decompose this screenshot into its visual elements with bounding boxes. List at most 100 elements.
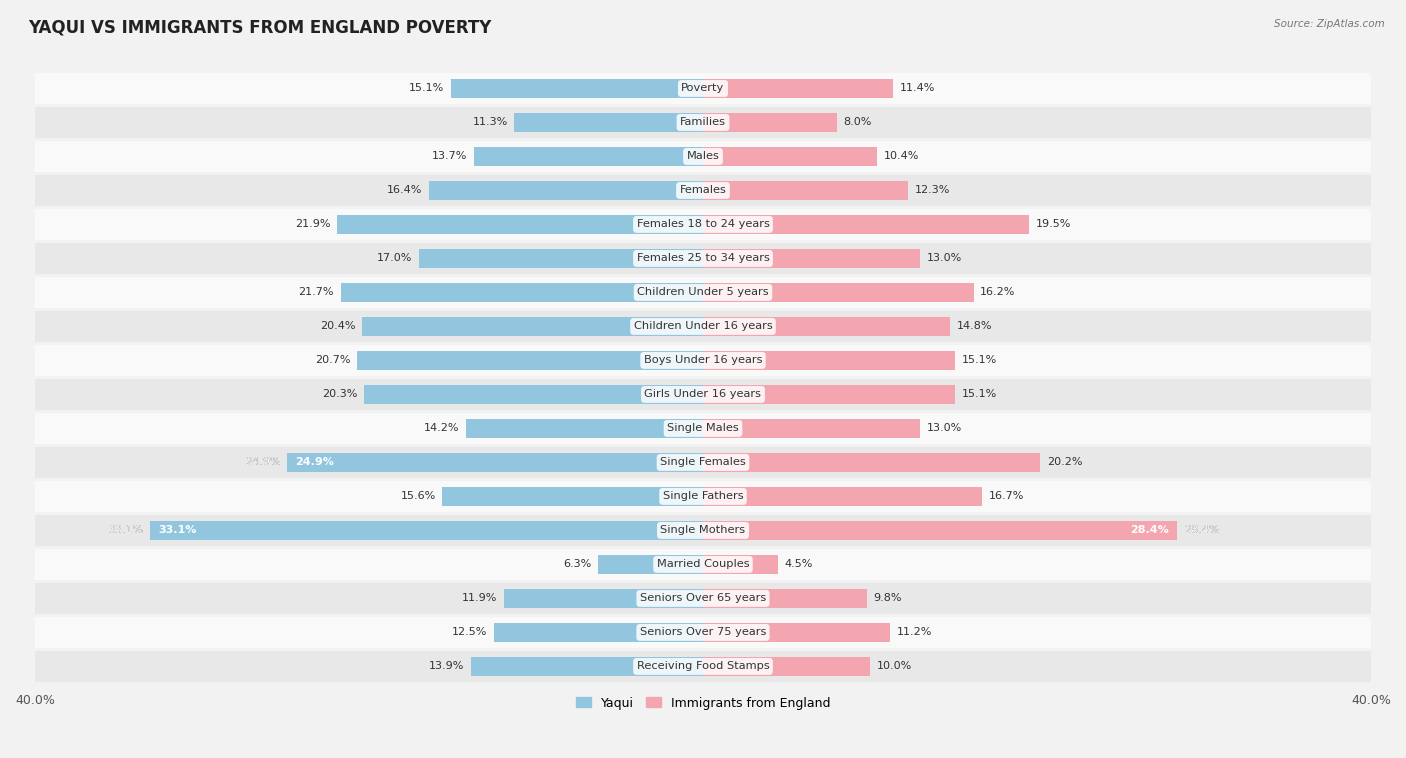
Text: Seniors Over 75 years: Seniors Over 75 years xyxy=(640,628,766,637)
Text: 13.0%: 13.0% xyxy=(927,424,962,434)
Bar xyxy=(35,175,1371,205)
Text: 10.4%: 10.4% xyxy=(883,152,918,161)
Text: 33.1%: 33.1% xyxy=(108,525,143,535)
Text: 14.8%: 14.8% xyxy=(957,321,993,331)
Bar xyxy=(703,555,778,574)
Bar xyxy=(474,147,703,166)
Bar xyxy=(35,651,1371,681)
Text: 16.2%: 16.2% xyxy=(980,287,1015,297)
Text: 14.2%: 14.2% xyxy=(423,424,460,434)
Bar xyxy=(703,385,955,404)
Bar xyxy=(337,215,703,233)
Bar xyxy=(35,549,1371,580)
Text: 9.8%: 9.8% xyxy=(873,594,901,603)
Text: Single Fathers: Single Fathers xyxy=(662,491,744,502)
Text: 21.7%: 21.7% xyxy=(298,287,333,297)
Bar xyxy=(703,657,870,676)
Text: 28.4%: 28.4% xyxy=(1184,525,1219,535)
Bar xyxy=(35,447,1371,478)
Text: 11.9%: 11.9% xyxy=(463,594,498,603)
Bar xyxy=(515,113,703,132)
Bar xyxy=(471,657,703,676)
Bar xyxy=(505,589,703,608)
Text: 15.1%: 15.1% xyxy=(962,390,997,399)
Bar xyxy=(703,283,973,302)
Text: 21.9%: 21.9% xyxy=(295,220,330,230)
Text: 13.9%: 13.9% xyxy=(429,662,464,672)
Text: YAQUI VS IMMIGRANTS FROM ENGLAND POVERTY: YAQUI VS IMMIGRANTS FROM ENGLAND POVERTY xyxy=(28,19,492,37)
Bar xyxy=(451,79,703,98)
Text: 33.1%: 33.1% xyxy=(108,525,143,535)
Text: Girls Under 16 years: Girls Under 16 years xyxy=(644,390,762,399)
Text: Females 25 to 34 years: Females 25 to 34 years xyxy=(637,253,769,264)
Bar xyxy=(703,249,920,268)
Bar xyxy=(35,515,1371,546)
Bar xyxy=(703,351,955,370)
Bar xyxy=(357,351,703,370)
Text: Single Females: Single Females xyxy=(661,457,745,468)
Bar xyxy=(35,345,1371,376)
Bar xyxy=(363,317,703,336)
Bar xyxy=(35,481,1371,512)
Bar xyxy=(364,385,703,404)
Text: 20.4%: 20.4% xyxy=(321,321,356,331)
Bar xyxy=(35,141,1371,172)
Text: 20.3%: 20.3% xyxy=(322,390,357,399)
Text: 33.1%: 33.1% xyxy=(159,525,197,535)
Text: 28.4%: 28.4% xyxy=(1130,525,1168,535)
Bar xyxy=(35,583,1371,614)
Bar xyxy=(35,277,1371,308)
Text: Children Under 5 years: Children Under 5 years xyxy=(637,287,769,297)
Text: 24.9%: 24.9% xyxy=(295,457,335,468)
Bar xyxy=(150,521,703,540)
Bar xyxy=(703,317,950,336)
Bar xyxy=(703,181,908,200)
Text: 15.1%: 15.1% xyxy=(409,83,444,93)
Text: 15.6%: 15.6% xyxy=(401,491,436,502)
Text: 10.0%: 10.0% xyxy=(877,662,912,672)
Text: 13.0%: 13.0% xyxy=(927,253,962,264)
Bar xyxy=(703,215,1029,233)
Legend: Yaqui, Immigrants from England: Yaqui, Immigrants from England xyxy=(571,691,835,715)
Text: 20.2%: 20.2% xyxy=(1047,457,1083,468)
Text: 12.5%: 12.5% xyxy=(453,628,488,637)
Bar xyxy=(287,453,703,471)
Bar xyxy=(35,311,1371,342)
Text: 20.7%: 20.7% xyxy=(315,356,350,365)
Text: 16.4%: 16.4% xyxy=(387,186,422,196)
Text: Source: ZipAtlas.com: Source: ZipAtlas.com xyxy=(1274,19,1385,29)
Bar xyxy=(35,107,1371,138)
Text: 28.4%: 28.4% xyxy=(1184,525,1219,535)
Bar xyxy=(598,555,703,574)
Bar xyxy=(35,74,1371,104)
Bar xyxy=(703,453,1040,471)
Text: 6.3%: 6.3% xyxy=(562,559,591,569)
Text: Receiving Food Stamps: Receiving Food Stamps xyxy=(637,662,769,672)
Bar xyxy=(35,413,1371,443)
Text: Poverty: Poverty xyxy=(682,83,724,93)
Bar xyxy=(429,181,703,200)
Text: Seniors Over 65 years: Seniors Over 65 years xyxy=(640,594,766,603)
Text: 11.2%: 11.2% xyxy=(897,628,932,637)
Bar xyxy=(35,379,1371,410)
Text: 4.5%: 4.5% xyxy=(785,559,813,569)
Bar xyxy=(703,147,877,166)
Text: Females 18 to 24 years: Females 18 to 24 years xyxy=(637,220,769,230)
Bar xyxy=(703,623,890,642)
Text: 13.7%: 13.7% xyxy=(432,152,468,161)
Text: Children Under 16 years: Children Under 16 years xyxy=(634,321,772,331)
Text: Single Mothers: Single Mothers xyxy=(661,525,745,535)
Text: 19.5%: 19.5% xyxy=(1035,220,1071,230)
Bar xyxy=(703,113,837,132)
Bar xyxy=(35,209,1371,240)
Text: 24.9%: 24.9% xyxy=(245,457,280,468)
Text: 12.3%: 12.3% xyxy=(915,186,950,196)
Text: 11.3%: 11.3% xyxy=(472,117,508,127)
Bar xyxy=(465,419,703,438)
Text: Females: Females xyxy=(679,186,727,196)
Bar xyxy=(703,589,866,608)
Bar xyxy=(703,79,893,98)
Text: 24.9%: 24.9% xyxy=(245,457,280,468)
Text: Families: Families xyxy=(681,117,725,127)
Text: 15.1%: 15.1% xyxy=(962,356,997,365)
